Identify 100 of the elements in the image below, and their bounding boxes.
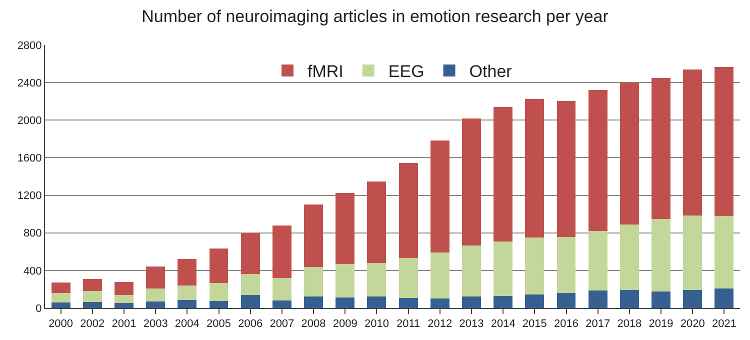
bar: [146, 301, 166, 308]
bar: [588, 230, 608, 291]
x-tick-label: 2007: [270, 318, 294, 330]
bar: [178, 259, 197, 286]
bar: [714, 216, 734, 288]
bar: [114, 282, 134, 295]
bar: [430, 140, 450, 253]
x-tick-label: 2003: [143, 318, 168, 330]
bar: [588, 290, 608, 308]
x-tick-label: 2008: [301, 318, 326, 330]
bar: [652, 78, 670, 219]
y-tick-label: 1600: [17, 152, 42, 165]
bar: [620, 290, 639, 308]
y-tick-label: 2800: [17, 40, 42, 52]
bar: [556, 100, 576, 238]
bar: [683, 290, 702, 308]
bar: [556, 237, 576, 293]
bar: [462, 118, 481, 246]
bar: [367, 296, 386, 308]
bar: [336, 298, 355, 308]
x-tick-label: 2016: [554, 318, 578, 330]
bar: [398, 162, 418, 258]
bar: [336, 264, 355, 298]
y-tick-label: 800: [23, 228, 42, 240]
bar: [82, 291, 102, 302]
bar: [146, 288, 166, 302]
chart-title: Number of neuroimaging articles in emotion research per year: [142, 7, 609, 26]
y-tick-label: 400: [23, 265, 42, 278]
bar: [304, 296, 323, 308]
bar: [494, 106, 513, 242]
bar: [367, 262, 386, 297]
bar: [430, 298, 450, 308]
bar: [398, 258, 418, 298]
bar: [51, 302, 70, 308]
bar: [178, 285, 197, 300]
bar: [367, 182, 386, 263]
bar: [51, 282, 70, 293]
legend-label: fMRI: [308, 62, 344, 82]
x-tick-label: 2020: [680, 318, 705, 330]
x-tick-label: 2002: [80, 318, 105, 330]
legend-label: EEG: [388, 62, 424, 82]
x-tick-label: 2014: [490, 318, 516, 330]
x-tick-label: 2019: [648, 318, 674, 330]
bar: [494, 296, 513, 308]
x-tick-label: 2004: [174, 318, 200, 330]
x-tick-label: 2017: [586, 318, 610, 330]
x-tick-label: 2012: [428, 318, 452, 330]
y-tick-label: 0: [36, 302, 42, 315]
bar: [272, 278, 292, 300]
bar: [462, 246, 481, 297]
bar: [240, 294, 260, 308]
x-tick-label: 2006: [238, 318, 263, 330]
bar: [620, 224, 639, 290]
bar: [272, 300, 292, 308]
bar: [209, 283, 228, 301]
bar: [82, 302, 102, 308]
bar: [556, 292, 576, 308]
bar: [683, 215, 702, 290]
bar: [398, 298, 418, 308]
bar: [82, 278, 102, 292]
bar: [114, 302, 134, 308]
bar: [304, 267, 323, 297]
bar: [272, 225, 292, 278]
x-tick-label: 2009: [332, 318, 358, 330]
y-tick-label: 2400: [17, 77, 42, 90]
y-tick-label: 1200: [17, 190, 42, 202]
bar: [525, 294, 544, 308]
x-tick-label: 2015: [522, 318, 547, 330]
x-tick-label: 2013: [459, 318, 484, 330]
bar: [51, 292, 70, 302]
bar: [714, 288, 734, 308]
bar: [240, 274, 260, 295]
bar: [209, 300, 228, 308]
x-tick-label: 2005: [206, 318, 231, 330]
bar: [430, 252, 450, 299]
bar: [146, 266, 166, 288]
bar: [494, 241, 513, 296]
bar: [683, 69, 702, 216]
y-tick-label: 2000: [17, 114, 42, 127]
x-tick-label: 2021: [712, 318, 736, 330]
x-tick-label: 2018: [617, 318, 642, 330]
bar: [620, 82, 639, 224]
bar: [462, 296, 481, 308]
bar: [240, 232, 260, 274]
bar: [209, 248, 228, 284]
x-tick-label: 2001: [112, 318, 136, 330]
bar: [714, 67, 734, 216]
x-tick-label: 2000: [48, 318, 74, 330]
bar: [304, 204, 323, 268]
bar: [525, 99, 544, 238]
bar: [114, 294, 134, 303]
bar: [652, 292, 670, 308]
bar: [525, 238, 544, 294]
bar: [336, 192, 355, 264]
bar: [588, 90, 608, 231]
x-tick-label: 2010: [364, 318, 389, 330]
x-tick-label: 2011: [396, 318, 420, 330]
bar: [178, 300, 197, 308]
bar: [652, 218, 670, 292]
legend-label: Other: [469, 62, 512, 82]
